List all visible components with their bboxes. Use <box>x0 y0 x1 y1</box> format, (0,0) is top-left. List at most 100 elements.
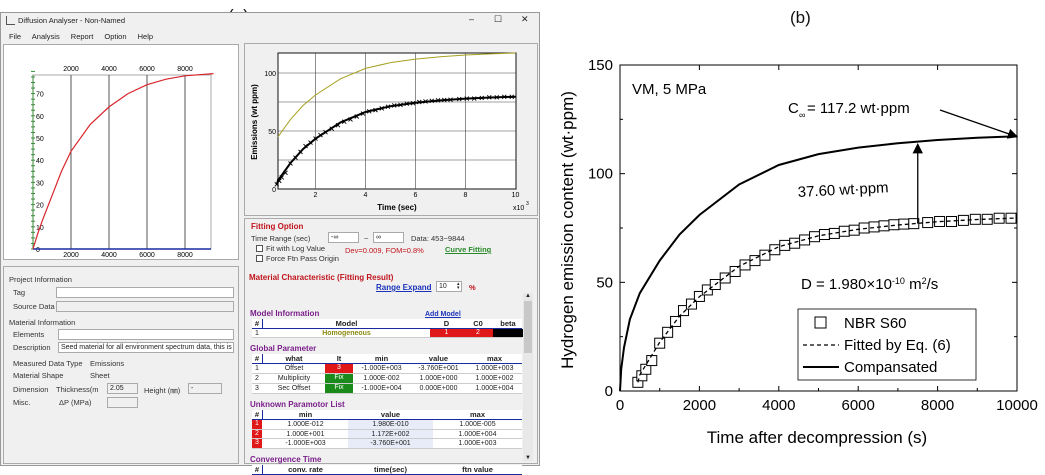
unknown-cell: -3.760E+001 <box>348 439 433 448</box>
model_info-cell[interactable] <box>493 329 523 337</box>
menu-analysis[interactable]: Analysis <box>31 32 60 41</box>
data-marker-x <box>335 122 341 128</box>
maximize-button[interactable]: ☐ <box>494 14 503 24</box>
x-tick-label: 4000 <box>762 397 795 414</box>
y-tick-label: 50 <box>596 274 613 291</box>
log-value-checkbox[interactable] <box>256 245 263 252</box>
legend-label: Fitted by Eq. (6) <box>844 337 951 354</box>
app-window: Diffusion Analyser - Non-Named – ☐ ✕ Fil… <box>0 12 540 475</box>
global-cell[interactable]: 3 <box>325 364 353 373</box>
model_info-heading: Model Information <box>250 309 320 318</box>
global-cell[interactable]: Fix <box>325 374 353 383</box>
model_info-header: beta <box>500 319 516 328</box>
emission-chart-b: 0 2000 4000 6000 8000 10000 0 50 100 150 Time afte… <box>558 57 1038 447</box>
global-cell: 1 <box>255 365 259 372</box>
convergence-header: # <box>254 465 260 474</box>
menu-option[interactable]: Option <box>104 32 127 41</box>
unknown-cell[interactable]: 1 <box>252 420 262 429</box>
fitting-result-heading: Material Characteristic (Fitting Result) <box>249 273 394 282</box>
window-title: Diffusion Analyser - Non-Named <box>18 16 125 25</box>
source-data-input[interactable] <box>56 301 234 312</box>
data-marker-x <box>494 95 500 100</box>
unknown-cell: 1.000E+004 <box>458 430 497 438</box>
x-tick-label: 6000 <box>842 397 875 414</box>
compensated-curve <box>277 52 516 138</box>
close-button[interactable]: ✕ <box>521 14 529 24</box>
add-model-link[interactable]: Add Model <box>425 311 461 318</box>
y-tick-label: 50 <box>36 136 44 143</box>
scroll-down-icon[interactable]: ▼ <box>525 455 531 461</box>
x-tick-label-bottom: 6000 <box>139 252 155 259</box>
minimize-button[interactable]: – <box>469 14 475 24</box>
global-row <box>252 364 522 374</box>
unknown-cell: 1.172E+002 <box>348 429 433 438</box>
x-tick-label: 8 <box>464 192 468 199</box>
model_info-cell[interactable]: 1 <box>430 329 463 337</box>
menu-report[interactable]: Report <box>70 32 94 41</box>
elements-input[interactable] <box>58 329 234 340</box>
y-tick-label: 0 <box>605 383 613 400</box>
menu-file[interactable]: File <box>9 32 22 41</box>
unknown-header: min <box>298 410 313 419</box>
data-marker-x <box>448 97 453 102</box>
y-tick-label: 100 <box>264 71 276 78</box>
x-tick-label: 10000 <box>996 397 1038 414</box>
scroll-up-icon[interactable]: ▲ <box>525 293 531 299</box>
unknown-heading: Unknown Paramotor List <box>250 400 345 409</box>
data-point-square <box>945 215 957 227</box>
data-marker-x <box>486 95 492 100</box>
global-heading: Global Parameter <box>250 344 317 353</box>
data-marker-x <box>385 104 391 109</box>
menu-bar: File Analysis Report Option Help <box>9 32 153 41</box>
unknown-cell[interactable]: 3 <box>252 439 262 448</box>
data-marker-x <box>303 143 308 149</box>
data-point-square <box>729 265 741 277</box>
tag-input[interactable] <box>56 287 234 298</box>
time-from-input[interactable]: -∞ <box>328 232 359 243</box>
height-input[interactable]: - <box>188 383 222 394</box>
menu-help[interactable]: Help <box>137 32 154 41</box>
global-header: It <box>336 354 342 363</box>
x-multiplier-exp: 3 <box>526 201 529 207</box>
data-marker-x <box>318 132 323 138</box>
unknown-cell: -1.000E+003 <box>285 440 326 447</box>
curve-fitting-link[interactable]: Curve Fitting <box>445 245 492 254</box>
data-marker-x <box>274 182 280 187</box>
x-tick-label: 10 <box>512 192 520 199</box>
data-marker-x <box>276 178 282 184</box>
x-tick-label: 8000 <box>921 397 954 414</box>
data-marker-x <box>479 95 485 101</box>
model_info-cell[interactable]: 2 <box>463 329 493 337</box>
y-tick-label: 40 <box>36 158 44 165</box>
y-tick-label: 0 <box>272 187 276 194</box>
global-cell: 2 <box>255 375 259 382</box>
range-expand-spinner[interactable]: ▴ ▾ <box>457 281 460 291</box>
x-tick-label: 0 <box>616 397 624 414</box>
dp-input[interactable] <box>107 397 138 408</box>
x-tick-label-bottom: 4000 <box>101 252 117 259</box>
range-expand-input[interactable]: 10 <box>436 281 462 292</box>
time-to-input[interactable]: ∞ <box>373 232 404 243</box>
description-input[interactable]: Seed material for all environment spectr… <box>58 342 234 353</box>
range-expand-link[interactable]: Range Expand <box>376 283 432 292</box>
global-header: value <box>428 354 449 363</box>
global-cell: Offset <box>284 365 304 372</box>
global-cell[interactable]: Fix <box>325 384 353 393</box>
plot-area <box>32 74 212 250</box>
unknown-cell: 1.000E+003 <box>458 440 497 447</box>
data-marker-x <box>471 96 477 101</box>
result-scrollbar[interactable]: ▲ ▼ <box>523 293 533 461</box>
thickness-input[interactable]: 2.05 <box>107 383 138 394</box>
condition-label: VM, 5 MPa <box>632 81 707 98</box>
model_info-header-bg <box>252 319 522 328</box>
scroll-thumb[interactable] <box>524 301 532 353</box>
fitting-option-heading: Fitting Option <box>251 222 304 231</box>
unknown-header: max <box>469 410 485 419</box>
diffusivity-d-suffix: /s <box>927 276 939 293</box>
data-marker-x <box>379 106 385 111</box>
fitting-panel: Fitting Option Time Range (sec) -∞ ~ ∞ D… <box>244 218 538 475</box>
gap-label: 37.60 wt·ppm <box>797 179 889 201</box>
diffusivity-d-unit: m <box>905 276 922 293</box>
force-origin-checkbox[interactable] <box>256 255 263 262</box>
unknown-cell[interactable]: 2 <box>252 429 262 438</box>
